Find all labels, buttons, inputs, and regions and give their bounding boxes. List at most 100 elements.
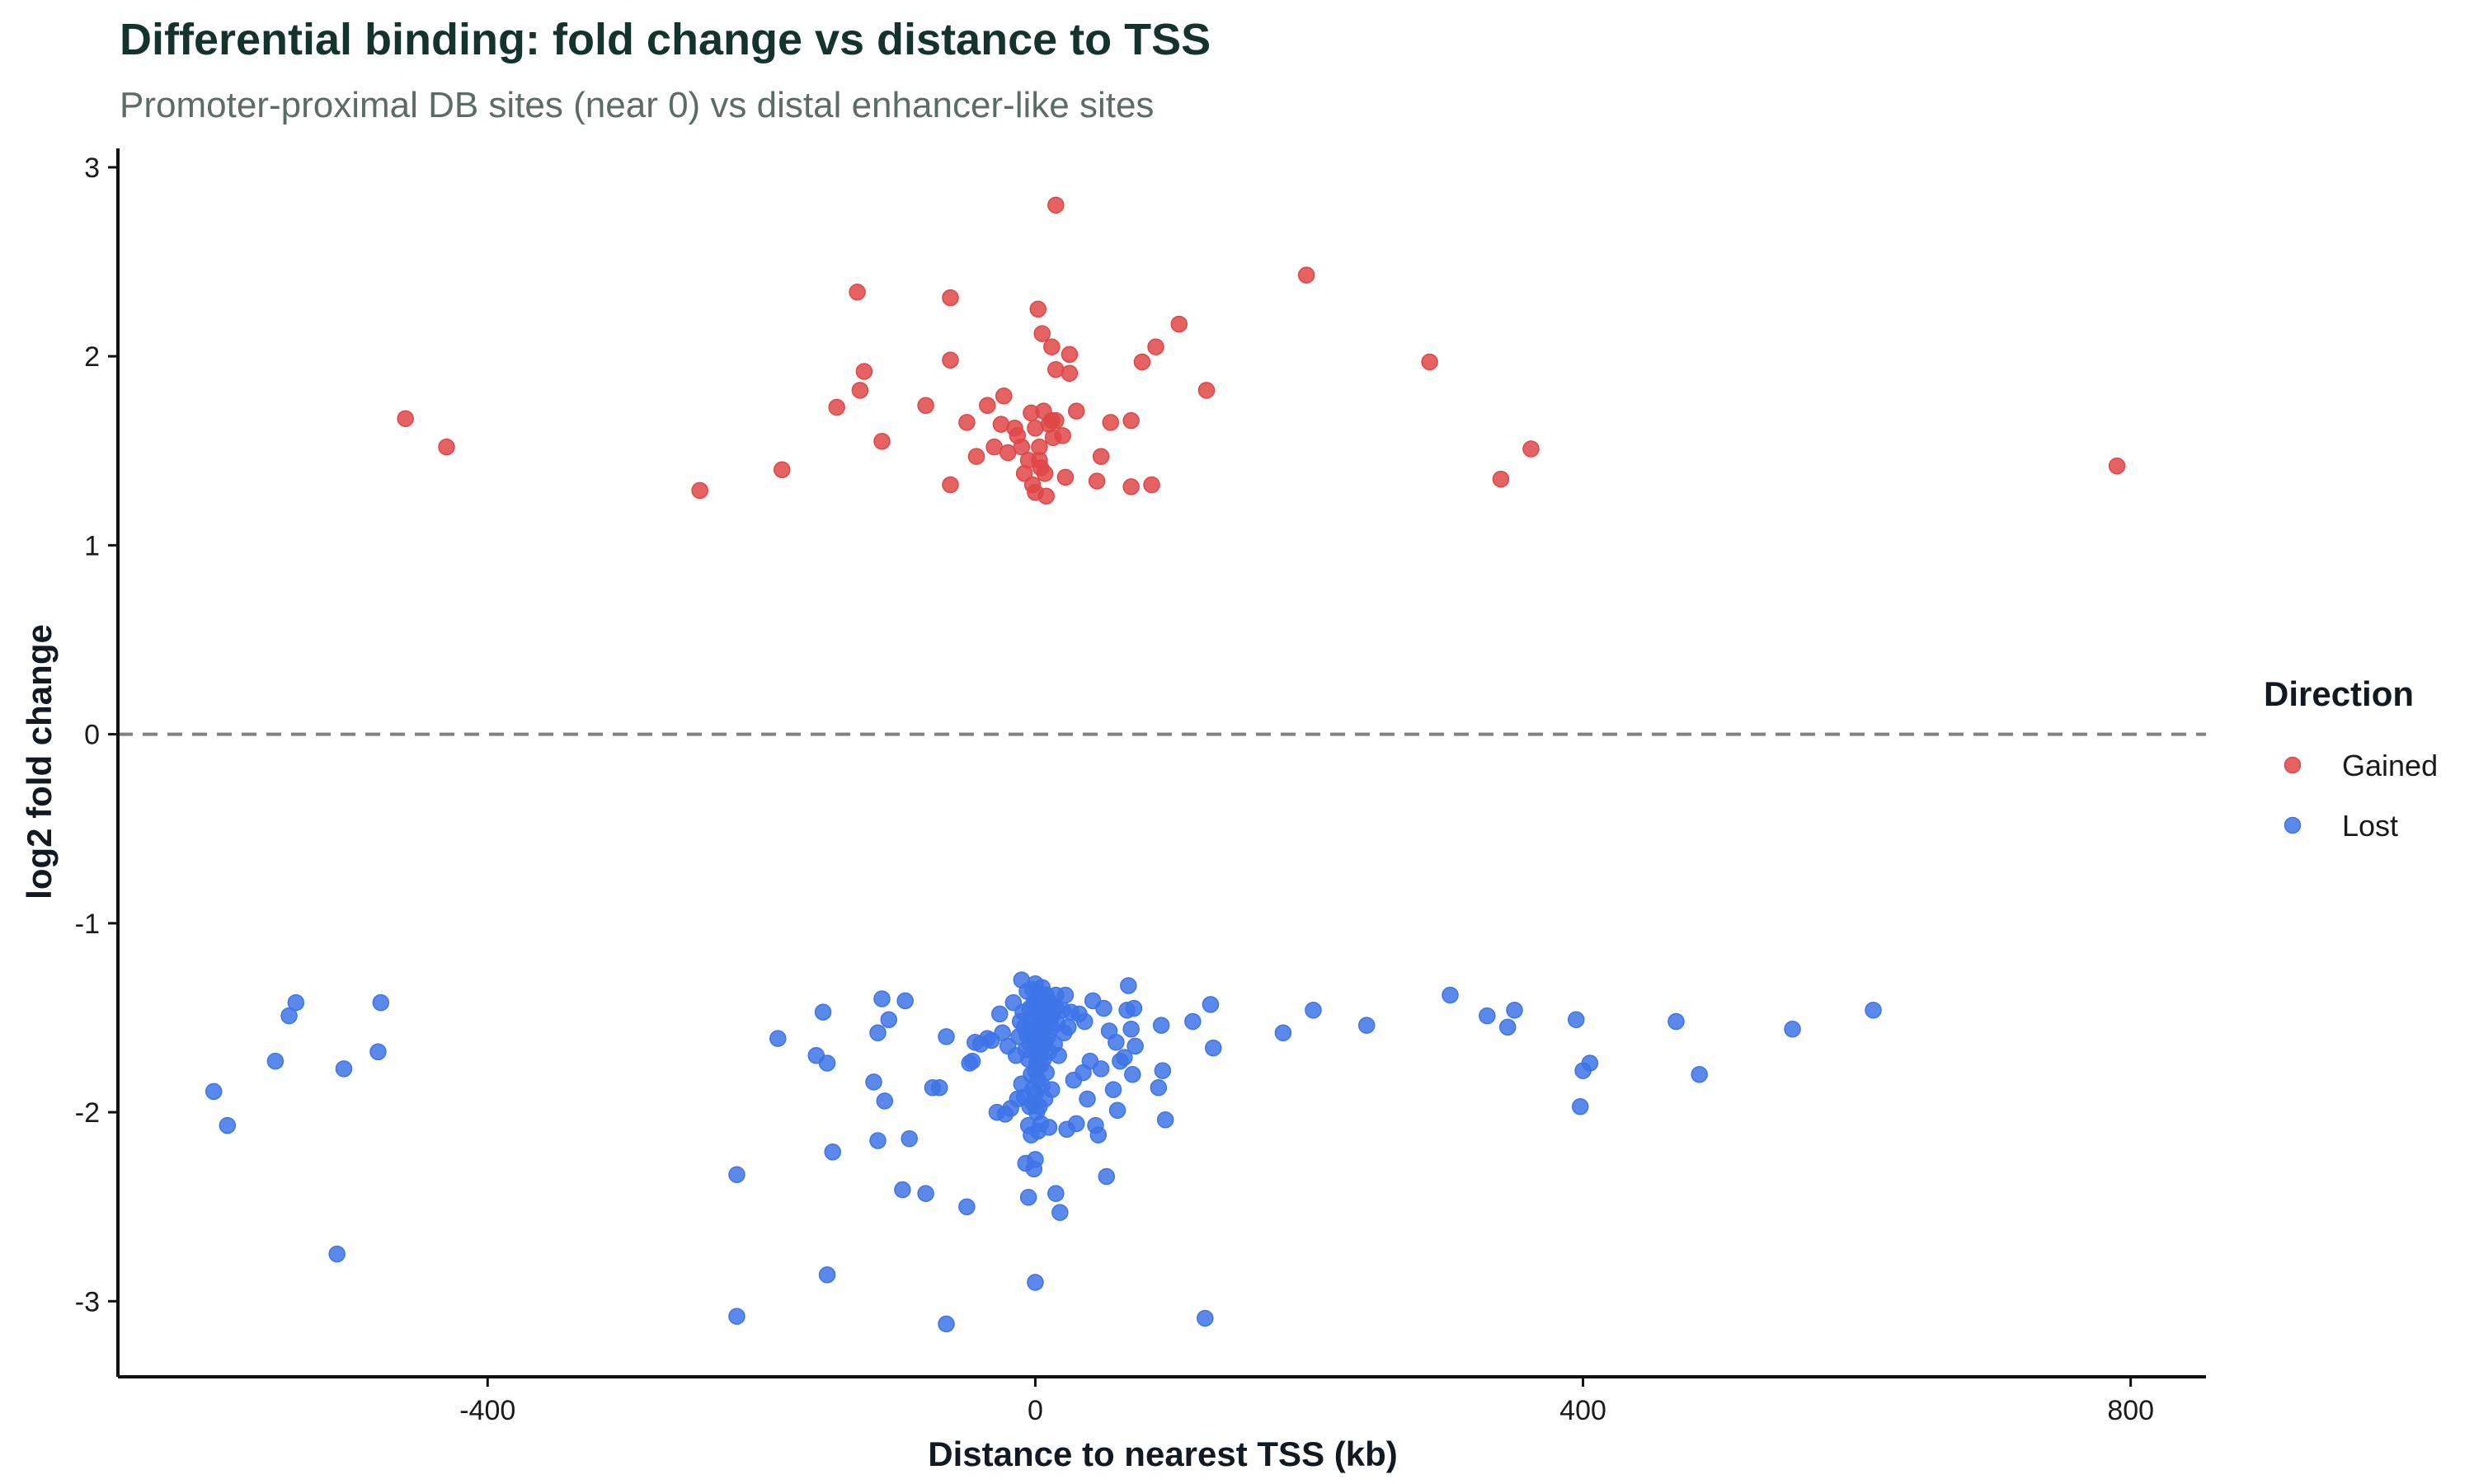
gained-point [1133, 353, 1151, 371]
lost-point [1089, 1126, 1108, 1144]
lost-point [1156, 1111, 1174, 1129]
gained-point [1147, 338, 1164, 355]
lost-point [1067, 1115, 1085, 1133]
legend: Direction Gained Lost [2264, 674, 2438, 843]
lost-point [1047, 1185, 1065, 1202]
gained-point [1054, 427, 1071, 444]
lost-point [958, 1198, 976, 1215]
gained-point [1143, 476, 1160, 494]
lost-point [219, 1116, 237, 1134]
gained-point [967, 448, 985, 465]
lost-point [1442, 986, 1459, 1004]
lost-point [1019, 1188, 1037, 1206]
gained-point [1037, 487, 1055, 505]
lost-point [1050, 1047, 1067, 1064]
gained-point [1061, 364, 1079, 383]
x-tick-label: 800 [2107, 1395, 2154, 1426]
lost-point [335, 1060, 353, 1078]
gained-point [2108, 457, 2126, 475]
lost-point [818, 1054, 836, 1072]
legend-title: Direction [2264, 674, 2414, 713]
lost-point [205, 1082, 223, 1101]
gained-point [942, 351, 959, 369]
lost-point [896, 992, 914, 1010]
y-tick-label: 2 [84, 341, 100, 373]
lost-point [876, 1092, 894, 1110]
lost-point [1667, 1012, 1685, 1031]
legend-label-lost: Lost [2342, 809, 2398, 843]
lost-point [1205, 1039, 1222, 1057]
lost-point [1043, 1081, 1061, 1098]
lost-point [1056, 986, 1075, 1004]
gained-point [1047, 411, 1065, 430]
gained-point [1297, 266, 1315, 284]
lost-point [1571, 1097, 1589, 1115]
lost-point [1479, 1007, 1496, 1025]
y-tick-label: -3 [75, 1286, 100, 1317]
gained-point [995, 387, 1013, 405]
lost-point [1124, 1065, 1141, 1083]
lost-point [328, 1245, 346, 1263]
lost-point [930, 1079, 948, 1097]
lost-point [1037, 1064, 1055, 1082]
gained-point [849, 283, 866, 301]
lost-point [824, 1143, 841, 1161]
lost-point [728, 1308, 745, 1325]
lost-point [287, 993, 305, 1012]
lost-point [1125, 999, 1143, 1017]
gained-point [1102, 414, 1119, 431]
gained-point [1036, 465, 1054, 482]
lost-point [1060, 1018, 1077, 1036]
lost-point [917, 1185, 934, 1202]
gained-point [1029, 300, 1047, 318]
lost-point [901, 1129, 918, 1148]
chart-title: Differential binding: fold change vs dis… [120, 15, 1211, 64]
lost-point [1865, 1002, 1882, 1019]
lost-point [1274, 1024, 1292, 1042]
lost-point [1305, 1002, 1322, 1019]
gained-point [917, 397, 934, 415]
lost-point [1202, 996, 1220, 1013]
y-axis-ticks: -3 -2 -1 0 1 2 3 [75, 153, 118, 1317]
y-tick-label: -1 [75, 909, 100, 940]
gained-point [942, 476, 959, 494]
lost-point [769, 1030, 787, 1047]
gained-point [873, 433, 891, 450]
legend-swatch-gained [2284, 756, 2302, 774]
lost-point [1567, 1011, 1585, 1029]
gained-point [1092, 448, 1110, 465]
lost-point [1152, 1017, 1170, 1034]
lost-point [894, 1181, 911, 1199]
gained-point [942, 289, 959, 307]
gained-point [691, 481, 708, 500]
gained-point [828, 398, 845, 416]
chart-subtitle: Promoter-proximal DB sites (near 0) vs d… [120, 85, 1154, 125]
lost-point [1108, 1034, 1125, 1051]
lost-point [1498, 1018, 1517, 1036]
points-layer [205, 196, 2126, 1333]
lost-point [818, 1266, 836, 1284]
y-tick-label: 1 [84, 530, 100, 561]
lost-point [1079, 1090, 1096, 1108]
lost-point [1098, 1167, 1116, 1186]
gained-point [1067, 402, 1085, 420]
legend-label-gained: Gained [2342, 749, 2438, 782]
gained-point [1122, 478, 1140, 495]
series-gained [397, 196, 2126, 505]
x-tick-label: 0 [1028, 1395, 1043, 1426]
gained-point [1056, 468, 1075, 486]
lost-point [1027, 1151, 1044, 1168]
lost-point [1197, 1309, 1214, 1327]
lost-point [266, 1052, 285, 1070]
lost-point [1506, 1002, 1523, 1019]
lost-point [1095, 999, 1112, 1017]
gained-point [851, 382, 869, 399]
lost-point [1122, 1020, 1140, 1038]
lost-point [1784, 1020, 1801, 1038]
lost-point [1691, 1065, 1708, 1083]
y-axis-title: log2 fold change [20, 624, 59, 899]
lost-point [1040, 1119, 1058, 1136]
gained-point [958, 414, 976, 431]
lost-point [963, 1052, 981, 1070]
